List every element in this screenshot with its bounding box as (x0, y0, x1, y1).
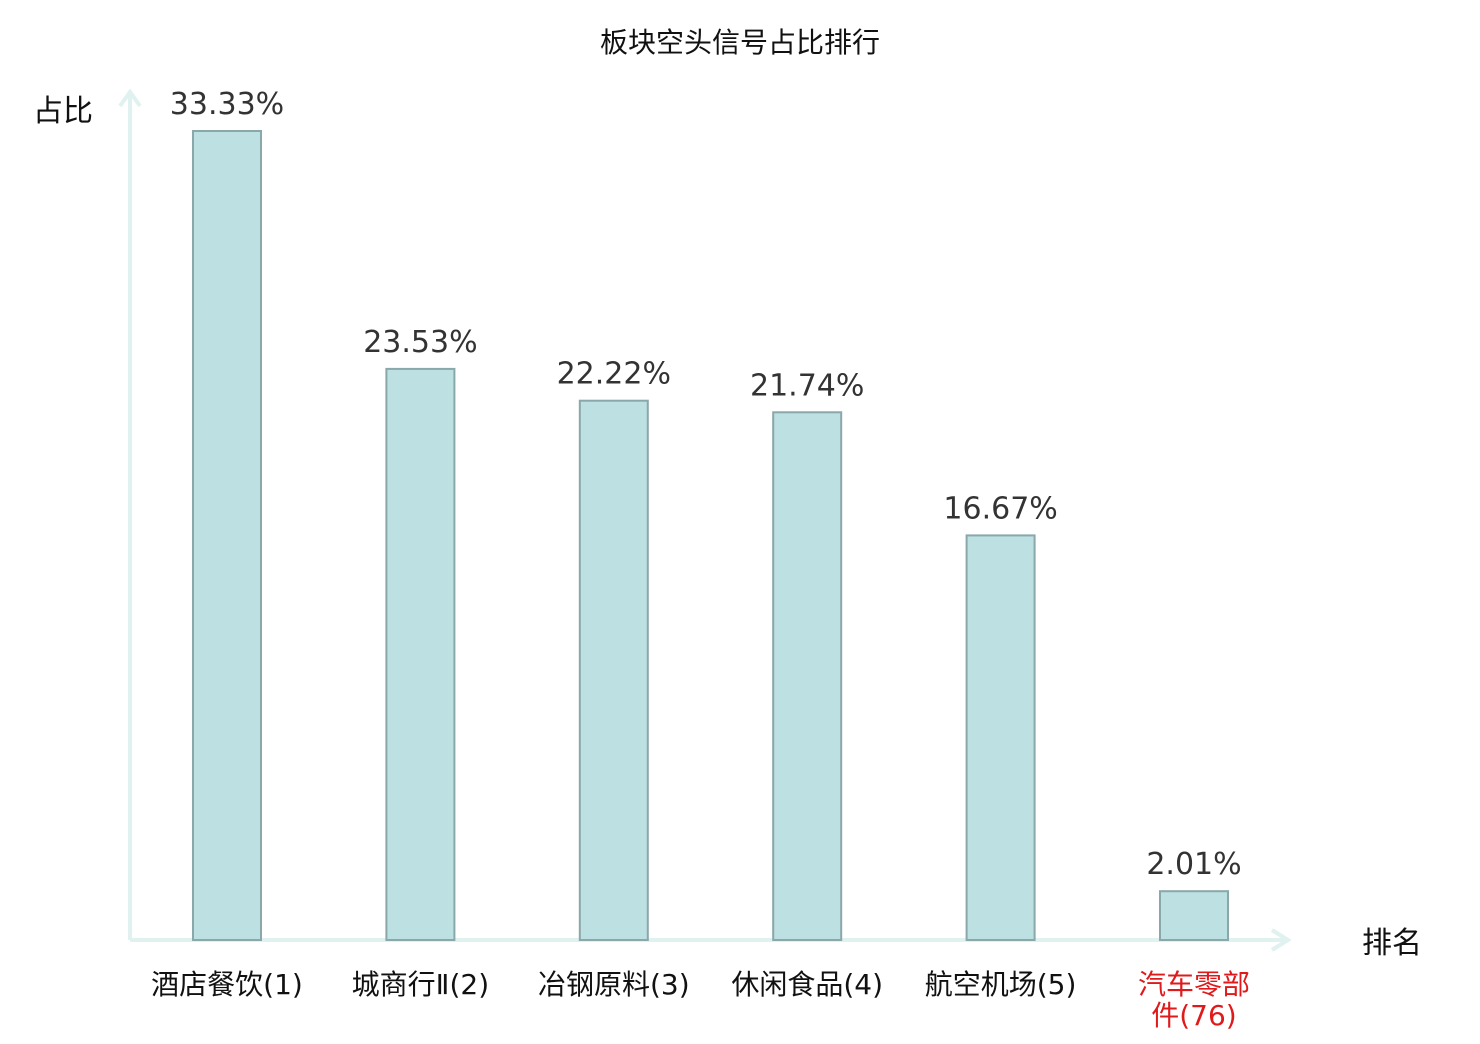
category-label: 件(76) (1151, 999, 1236, 1032)
category-labels-group: 酒店餐饮(1) 城商行Ⅱ(2) 冶钢原料(3) 休闲食品(4) 航空机场(5) 汽车零部件… (151, 968, 1250, 1032)
bar (385, 367, 456, 941)
bar-value-label: 21.74% (750, 368, 864, 403)
y-axis-label: 占比 (33, 94, 93, 129)
bar (1159, 890, 1229, 942)
category-label: 汽车零部 (1138, 968, 1250, 1001)
chart-title: 板块空头信号占比排行 (600, 26, 880, 59)
y-axis-arrow (118, 88, 142, 108)
bars-group (192, 130, 1229, 942)
bar (772, 411, 843, 941)
bar-value-label: 22.22% (557, 357, 671, 392)
value-labels-group: 33.33% 23.53% 22.22% 21.74% 16.67% 2.01% (170, 87, 1242, 882)
bar (965, 534, 1036, 942)
category-label: 城商行Ⅱ(2) (352, 968, 489, 1001)
x-axis-label: 排名 (1362, 926, 1422, 961)
x-axis-arrow (1270, 928, 1292, 952)
bar-value-label: 33.33% (170, 87, 284, 122)
category-label: 航空机场(5) (925, 968, 1077, 1001)
category-label: 酒店餐饮(1) (151, 968, 303, 1001)
bar-value-label: 16.67% (943, 491, 1057, 526)
category-label: 休闲食品(4) (731, 968, 883, 1001)
category-label: 冶钢原料(3) (538, 968, 690, 1001)
bar-value-label: 23.53% (363, 325, 477, 360)
bar (578, 399, 649, 941)
bar (192, 130, 262, 941)
bar-value-label: 2.01% (1146, 847, 1241, 882)
